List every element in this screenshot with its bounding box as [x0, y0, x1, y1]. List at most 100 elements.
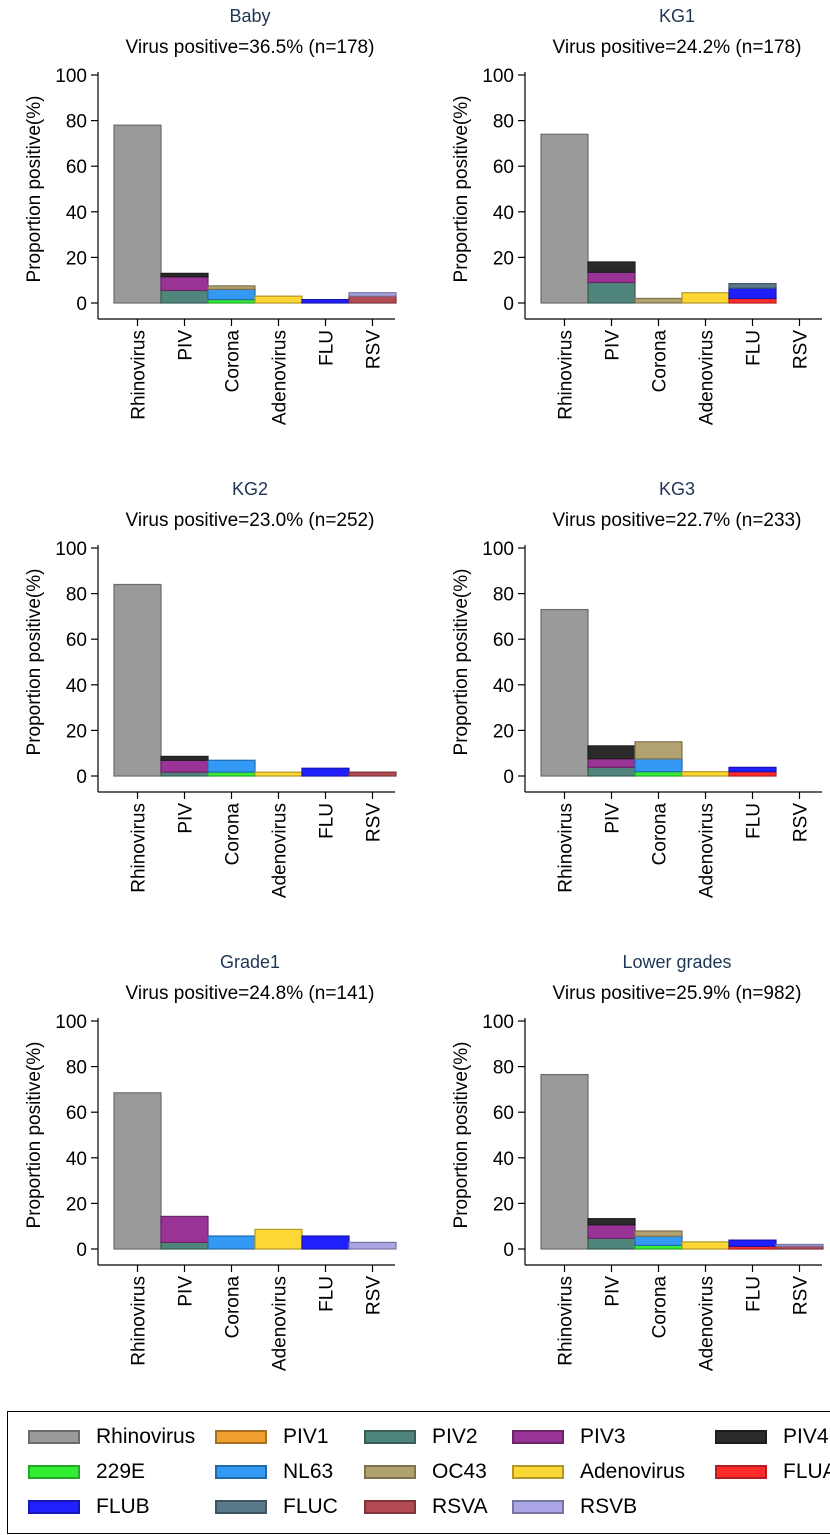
x-tick-label: Adenovirus: [270, 330, 291, 425]
y-tick-label: 100: [482, 1012, 514, 1033]
chart-panel-0: Baby Virus positive=36.5% (n=178) 0 20 40 60 8…: [24, 6, 397, 425]
panel-title: Lower grades: [622, 952, 731, 972]
x-tick-label: PIV: [603, 330, 624, 361]
x-tick-label: RSV: [791, 1276, 812, 1315]
y-tick-label: 0: [503, 767, 514, 788]
bar-segment-nl63: [207, 759, 256, 773]
legend-item: OC43: [364, 1457, 487, 1487]
chart-panel-3: KG3 Virus positive=22.7% (n=233) 0 20 40 60 80…: [451, 479, 822, 898]
y-tick-label: 0: [503, 294, 514, 315]
bar-segment-rhinovirus: [113, 1092, 162, 1250]
legend-swatch: [28, 1430, 80, 1444]
x-tick-label: RSV: [791, 803, 812, 842]
y-tick-label: 0: [76, 294, 87, 315]
bar-segment-flub: [301, 767, 350, 777]
legend-swatch: [715, 1465, 767, 1479]
y-tick-label: 40: [493, 203, 514, 224]
x-tick-label: RSV: [791, 330, 812, 369]
y-tick-label: 20: [493, 721, 514, 742]
legend-label: Rhinovirus: [96, 1425, 196, 1448]
bar-segment-229e: [634, 771, 683, 777]
bar-segment-adenovirus: [254, 1228, 303, 1250]
y-tick-label: 60: [493, 157, 514, 178]
x-tick-label: PIV: [603, 803, 624, 834]
x-tick-label: FLU: [744, 1276, 765, 1312]
x-tick-label: Rhinovirus: [129, 1276, 150, 1366]
legend-item: FLUB: [28, 1492, 150, 1522]
bar-segment-rhinovirus: [540, 133, 589, 304]
legend-item: NL63: [215, 1457, 333, 1487]
chart-panel-5: Lower grades Virus positive=25.9% (n=982)…: [451, 952, 824, 1371]
bar-segment-rsva: [348, 771, 397, 777]
x-tick-label: Corona: [650, 330, 671, 393]
y-tick-label: 100: [55, 1012, 87, 1033]
x-tick-label: Adenovirus: [697, 1276, 718, 1371]
y-tick-label: 100: [55, 66, 87, 87]
bar-segment-piv2: [160, 1241, 209, 1250]
x-tick-label: PIV: [176, 330, 197, 361]
y-tick-label: 60: [66, 630, 87, 651]
bar-segment-piv4: [160, 755, 209, 761]
legend-item: PIV3: [512, 1422, 626, 1452]
legend-item: PIV4: [715, 1422, 829, 1452]
legend-item: Adenovirus: [512, 1457, 685, 1487]
x-tick-label: Corona: [223, 803, 244, 866]
x-tick-label: Adenovirus: [697, 330, 718, 425]
y-tick-label: 100: [55, 539, 87, 560]
legend-label: OC43: [432, 1460, 487, 1483]
bar-segment-adenovirus: [254, 771, 303, 777]
legend-label: NL63: [283, 1460, 334, 1483]
bar-segment-rhinovirus: [540, 608, 589, 777]
x-tick-label: FLU: [317, 330, 338, 366]
y-tick-label: 80: [66, 585, 87, 606]
bar-segment-fluc: [728, 283, 777, 289]
y-tick-label: 20: [66, 721, 87, 742]
x-tick-label: Corona: [650, 1276, 671, 1339]
panel-subtitle: Virus positive=22.7% (n=233): [553, 510, 802, 531]
bar-segment-nl63: [207, 288, 256, 301]
bar-segment-flub: [301, 1235, 350, 1250]
bar-segment-rhinovirus: [540, 1073, 589, 1250]
legend-item: FLUA: [715, 1457, 830, 1487]
x-tick-label: Rhinovirus: [556, 330, 577, 420]
y-tick-label: 60: [493, 630, 514, 651]
x-tick-label: Adenovirus: [270, 1276, 291, 1371]
legend-swatch: [215, 1500, 267, 1514]
legend-swatch: [715, 1430, 767, 1444]
y-axis-label: Proportion positive(%): [451, 96, 472, 283]
bar-segment-piv4: [587, 745, 636, 760]
y-axis-label: Proportion positive(%): [24, 569, 45, 756]
bar-segment-flub: [301, 298, 350, 304]
legend-item: Rhinovirus: [28, 1422, 195, 1452]
x-tick-label: Rhinovirus: [556, 803, 577, 893]
y-tick-label: 20: [66, 248, 87, 269]
bar-segment-rsvb: [775, 1243, 824, 1247]
bar-segment-piv3: [587, 758, 636, 768]
legend-label: 229E: [96, 1460, 146, 1483]
y-tick-label: 40: [493, 1149, 514, 1170]
x-tick-label: Corona: [650, 803, 671, 866]
bar-segment-nl63: [207, 1235, 256, 1250]
x-tick-label: Adenovirus: [270, 803, 291, 898]
panel-title: KG2: [232, 479, 268, 499]
bar-segment-piv2: [587, 281, 636, 304]
x-tick-label: Corona: [223, 1276, 244, 1339]
legend-swatch: [364, 1500, 416, 1514]
y-tick-label: 40: [66, 676, 87, 697]
bar-segment-piv4: [587, 1218, 636, 1226]
y-axis-label: Proportion positive(%): [451, 1042, 472, 1229]
legend-label: FLUC: [283, 1495, 338, 1518]
y-axis-label: Proportion positive(%): [24, 96, 45, 283]
y-tick-label: 20: [66, 1194, 87, 1215]
chart-panel-2: KG2 Virus positive=23.0% (n=252) 0 20 40 60 80…: [24, 479, 397, 898]
bar-segment-nl63: [634, 1235, 683, 1246]
chart-panel-1: KG1 Virus positive=24.2% (n=178) 0 20 40 60 80…: [451, 6, 822, 425]
bar-segment-piv4: [160, 272, 209, 278]
legend-label: RSVB: [580, 1495, 638, 1518]
y-tick-label: 40: [66, 1149, 87, 1170]
y-tick-label: 80: [66, 1058, 87, 1079]
bar-segment-adenovirus: [254, 295, 303, 304]
y-tick-label: 0: [76, 767, 87, 788]
legend-swatch: [215, 1430, 267, 1444]
